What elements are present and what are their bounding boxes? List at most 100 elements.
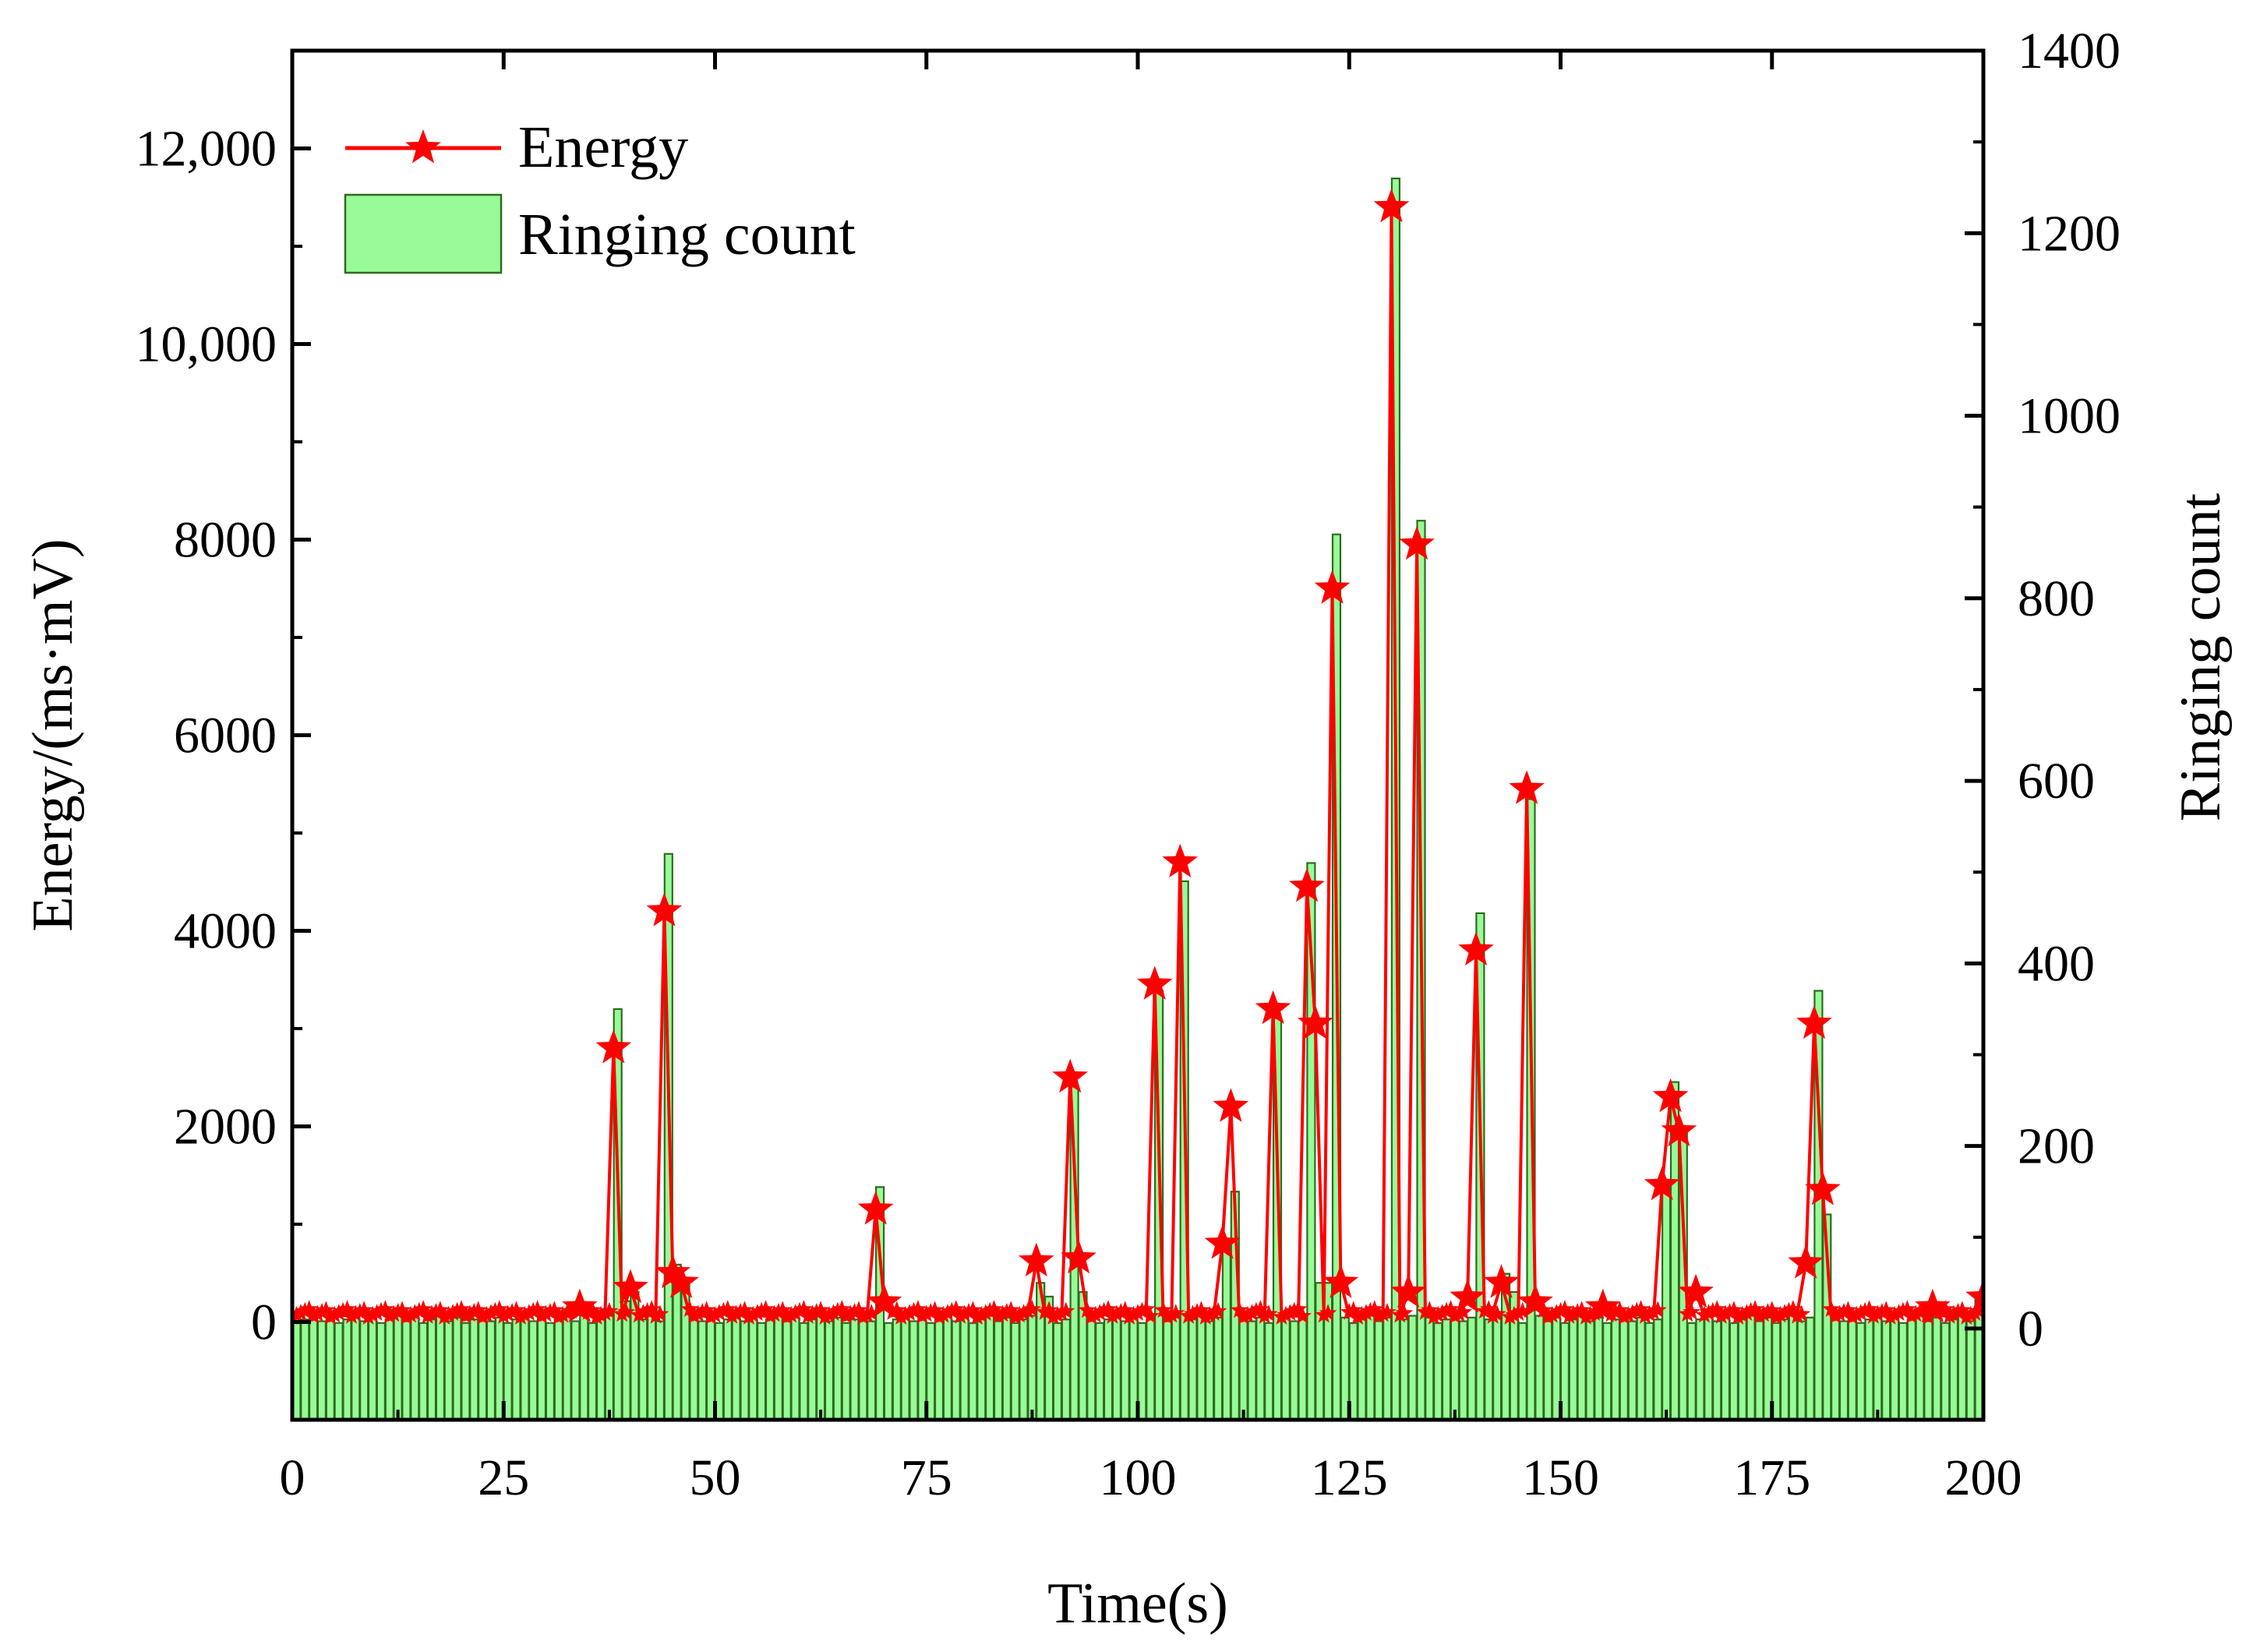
energy-point (1433, 1304, 1451, 1321)
ringing-bar (486, 1320, 496, 1420)
energy-point (1632, 1300, 1650, 1317)
ringing-bar (1619, 1315, 1629, 1420)
energy-point (1243, 1304, 1261, 1321)
energy-point (1259, 1304, 1278, 1322)
ringing-bar (934, 1318, 945, 1420)
energy-point (473, 1308, 492, 1325)
x-tick-label: 175 (1733, 1449, 1810, 1506)
energy-point (300, 1300, 319, 1317)
ringing-bar (867, 1320, 877, 1420)
ringing-bar (1661, 1181, 1672, 1420)
energy-point (968, 1308, 987, 1325)
energy-point (1298, 1004, 1333, 1040)
energy-point (1390, 1273, 1426, 1308)
energy-point (1442, 1300, 1460, 1317)
energy-point (1860, 1300, 1878, 1317)
energy-point (1289, 868, 1325, 902)
energy-point (807, 1303, 826, 1320)
ringing-bar (587, 1322, 598, 1420)
energy-point (1636, 1307, 1654, 1324)
energy-point (1425, 1308, 1443, 1325)
ringing-bar (790, 1316, 800, 1420)
energy-point (1758, 1303, 1777, 1320)
energy-point (1192, 1301, 1210, 1318)
energy-point (1416, 1303, 1435, 1320)
energy-point (562, 1301, 581, 1319)
energy-point (1953, 1301, 1972, 1318)
energy-point (1581, 1305, 1599, 1323)
energy-point (440, 1305, 458, 1323)
ringing-bar (942, 1315, 953, 1420)
energy-point (1488, 1304, 1506, 1322)
ringing-bar (469, 1318, 479, 1420)
energy-point (380, 1307, 399, 1324)
energy-point (1767, 1308, 1785, 1325)
energy-point (494, 1307, 513, 1324)
ringing-bar (418, 1322, 429, 1420)
energy-point (1894, 1301, 1912, 1319)
ringing-bar (351, 1315, 361, 1420)
energy-point (516, 1305, 534, 1323)
energy-point (857, 1191, 894, 1225)
energy-point (1552, 1301, 1570, 1319)
ringing-bar (1796, 1320, 1806, 1420)
energy-point (1361, 1301, 1379, 1319)
ringing-bar (1095, 1322, 1105, 1420)
energy-point (980, 1301, 999, 1319)
energy-point (393, 1301, 411, 1318)
ringing-bar (1585, 1320, 1595, 1420)
energy-point (1831, 1304, 1849, 1322)
legend-energy-label: Energy (518, 115, 688, 180)
ringing-bar (1594, 1316, 1604, 1420)
energy-point (600, 1301, 619, 1319)
energy-point (359, 1308, 378, 1325)
ringing-bar (832, 1316, 842, 1420)
energy-point (595, 1029, 632, 1064)
energy-point (1915, 1301, 1933, 1318)
energy-point (930, 1308, 948, 1325)
energy-point (520, 1304, 539, 1321)
energy-point (1852, 1304, 1870, 1321)
energy-point (1116, 1301, 1135, 1318)
ringing-bar (1357, 1318, 1367, 1420)
ringing-bar (553, 1318, 563, 1420)
ringing-bar (1838, 1320, 1849, 1420)
energy-point (431, 1301, 450, 1318)
energy-point (998, 1303, 1016, 1320)
y-left-tick-label: 12,000 (136, 121, 277, 178)
x-tick-label: 200 (1945, 1449, 2022, 1506)
energy-point (841, 1304, 860, 1322)
energy-point (1399, 525, 1435, 560)
energy-point (1513, 1301, 1532, 1319)
ringing-bar (799, 1322, 809, 1420)
ringing-bar (325, 1316, 335, 1420)
energy-point (1678, 1273, 1714, 1308)
energy-point (313, 1303, 331, 1320)
energy-point (1107, 1304, 1126, 1322)
energy-point (448, 1301, 466, 1319)
energy-point (630, 1305, 648, 1323)
energy-point (680, 1300, 699, 1317)
energy-point (482, 1304, 500, 1321)
energy-point (1315, 1305, 1333, 1323)
legend-energy-marker (405, 129, 441, 164)
y-right-tick-label: 1000 (2018, 388, 2121, 445)
energy-point (917, 1304, 936, 1322)
x-tick-label: 75 (901, 1449, 952, 1506)
ringing-bar (1627, 1320, 1637, 1420)
energy-point (994, 1304, 1012, 1322)
energy-point (1873, 1303, 1891, 1320)
energy-point (1936, 1300, 1955, 1317)
ringing-bar (1704, 1315, 1714, 1420)
ringing-bar (342, 1318, 352, 1420)
ringing-bar (1221, 1245, 1232, 1420)
energy-point (1036, 1303, 1054, 1320)
energy-point (955, 1304, 973, 1322)
energy-point (790, 1301, 809, 1319)
energy-point (837, 1307, 856, 1324)
ringing-bar (1280, 1315, 1291, 1420)
energy-point (1623, 1304, 1642, 1321)
ringing-bar (1712, 1320, 1722, 1420)
energy-point (1949, 1303, 1967, 1320)
